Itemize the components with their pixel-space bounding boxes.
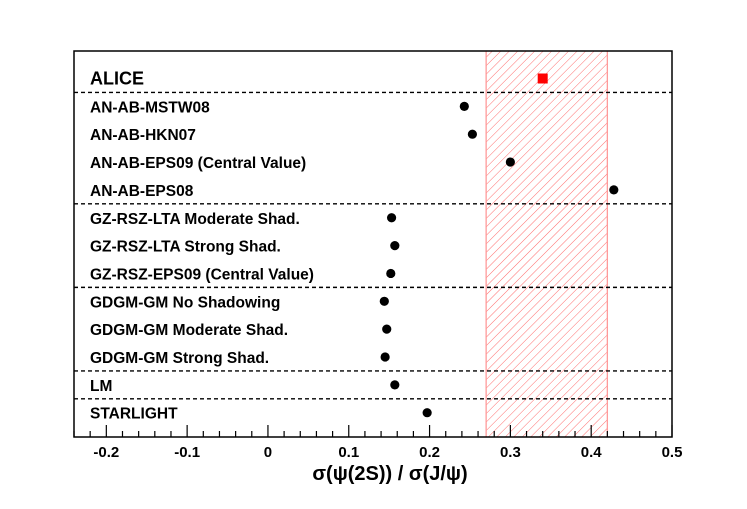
model-point (386, 268, 396, 279)
model-label: LM (90, 378, 112, 395)
x-tick-label: 0.4 (581, 444, 603, 461)
model-point (380, 352, 390, 362)
model-point (390, 380, 400, 390)
model-point (459, 101, 469, 111)
model-label: GDGM-GM No Shadowing (90, 294, 280, 311)
x-axis-title: σ(ψ(2S)) / σ(J/ψ) (312, 463, 467, 485)
alice-point (537, 73, 548, 84)
model-label: GDGM-GM Moderate Shad. (90, 322, 288, 339)
model-label: AN-AB-HKN07 (90, 127, 196, 144)
model-point (379, 296, 389, 306)
x-tick-label: 0.1 (338, 444, 359, 461)
model-point (467, 129, 477, 139)
model-label: GZ-RSZ-LTA Strong Shad. (90, 239, 281, 256)
model-point (386, 213, 397, 223)
x-tick-label: 0 (264, 444, 272, 461)
alice-band (486, 51, 608, 437)
model-label: GDGM-GM Strong Shad. (90, 350, 269, 367)
x-tick-label: -0.2 (93, 444, 119, 461)
alice-label: ALICE (90, 69, 144, 89)
model-label: STARLIGHT (90, 406, 178, 423)
model-point (390, 241, 400, 251)
model-label: GZ-RSZ-LTA Moderate Shad. (90, 211, 300, 228)
model-point (505, 157, 515, 167)
model-label: AN-AB-EPS09 (Central Value) (90, 155, 306, 172)
model-point (609, 185, 619, 195)
x-tick-label: -0.1 (174, 444, 200, 461)
x-tick-label: 0.2 (419, 444, 440, 461)
model-point (422, 408, 432, 418)
model-point (382, 324, 392, 334)
model-label: AN-AB-EPS08 (90, 183, 194, 200)
plot-frame (73, 50, 673, 438)
x-tick-label: 0.5 (662, 444, 683, 461)
model-label: GZ-RSZ-EPS09 (Central Value) (90, 266, 314, 283)
model-label: AN-AB-MSTW08 (90, 99, 210, 116)
x-tick-label: 0.3 (500, 444, 521, 461)
